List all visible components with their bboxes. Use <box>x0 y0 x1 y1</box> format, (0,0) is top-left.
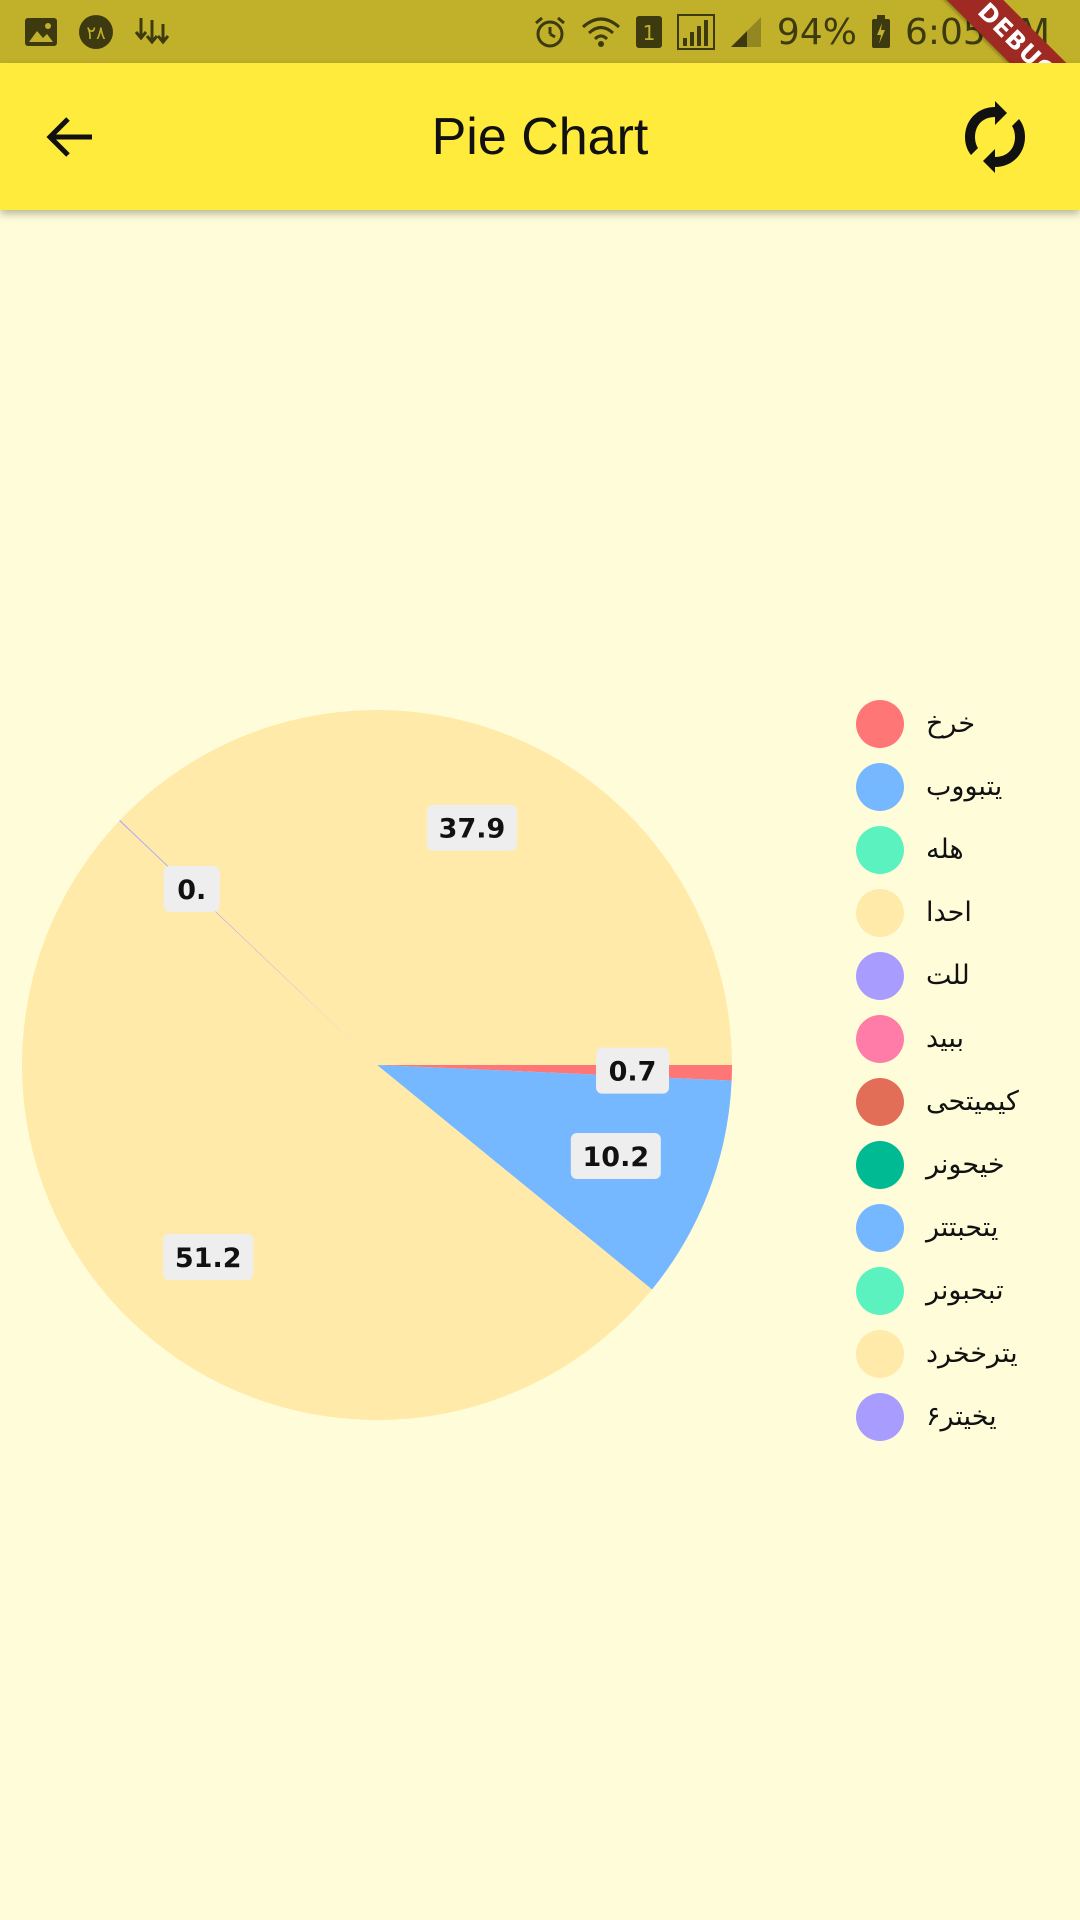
legend-label: کیمیتحی <box>926 1086 1019 1117</box>
battery-percent: 94% <box>776 11 857 53</box>
battery-icon <box>871 15 891 49</box>
refresh-button[interactable] <box>960 101 1030 173</box>
legend-item: یتحبتتر <box>856 1196 1076 1259</box>
legend-label: للت <box>926 960 970 991</box>
legend-item: تبحبونر <box>856 1259 1076 1322</box>
legend-swatch <box>856 1203 904 1252</box>
arrow-back-icon <box>46 117 92 157</box>
legend-label: یخیتر۶ <box>926 1401 997 1432</box>
notification-badge-icon: ٢٨ <box>78 14 114 50</box>
legend-label: تبحبونر <box>926 1275 1004 1306</box>
download-icon <box>134 16 170 48</box>
svg-text:0.7: 0.7 <box>609 1057 657 1088</box>
legend-item: هله <box>856 818 1076 881</box>
legend-item: خرخ <box>856 692 1076 755</box>
alarm-icon <box>533 15 567 49</box>
status-right-icons: 1 94% 6:05 PM <box>533 8 1050 56</box>
legend-label: یتبووب <box>926 771 1003 802</box>
signal-icon <box>676 14 715 50</box>
legend-swatch <box>856 1392 904 1441</box>
svg-text:0.: 0. <box>177 875 206 906</box>
app-bar: Pie Chart <box>0 63 1080 210</box>
legend-item: خیحونر <box>856 1133 1076 1196</box>
legend-label: ببید <box>926 1023 964 1054</box>
badge-text: ٢٨ <box>86 23 106 44</box>
legend-label: احدا <box>926 897 972 928</box>
legend-swatch <box>856 825 904 874</box>
legend-swatch <box>856 1329 904 1378</box>
wifi-icon <box>581 15 621 49</box>
signal-weak-icon <box>729 15 763 49</box>
slice-label-1: 10.2 <box>570 1133 661 1180</box>
refresh-icon <box>965 101 1025 173</box>
legend-swatch <box>856 762 904 811</box>
image-icon <box>24 17 58 47</box>
status-bar: ٢٨ 1 94% 6:05 PM DEBUG <box>0 0 1080 138</box>
pie-chart: 0.7 10.2 51.2 0. 37.9 <box>21 710 733 1421</box>
slice-label-2: 51.2 <box>163 1233 254 1280</box>
legend-label: هله <box>926 834 964 865</box>
svg-text:10.2: 10.2 <box>583 1142 650 1173</box>
legend-swatch <box>856 699 904 748</box>
legend-swatch <box>856 1140 904 1189</box>
legend-item: یتبووب <box>856 755 1076 818</box>
sim-icon: 1 <box>635 15 663 49</box>
legend-item: للت <box>856 944 1076 1007</box>
slice-label-3: 0. <box>163 865 220 912</box>
pie-slice-1 <box>377 1065 732 1290</box>
slice-label-4: 37.9 <box>426 804 517 851</box>
legend-swatch <box>856 1014 904 1063</box>
legend-swatch <box>856 1266 904 1315</box>
back-button[interactable] <box>40 109 100 165</box>
legend-label: یتحبتتر <box>926 1212 999 1243</box>
legend-label: خیحونر <box>926 1149 1005 1180</box>
svg-text:51.2: 51.2 <box>175 1243 242 1274</box>
legend-item: کیمیتحی <box>856 1070 1076 1133</box>
legend-swatch <box>856 1077 904 1126</box>
legend-swatch <box>856 951 904 1000</box>
legend-item: ببید <box>856 1007 1076 1070</box>
svg-text:37.9: 37.9 <box>439 814 506 845</box>
legend-item: یترخخرد <box>856 1322 1076 1385</box>
pie-slice-4 <box>120 710 733 1065</box>
legend-item: یخیتر۶ <box>856 1385 1076 1448</box>
legend-label: یترخخرد <box>926 1338 1018 1369</box>
status-left-icons: ٢٨ <box>24 10 170 54</box>
page-title: Pie Chart <box>431 108 649 166</box>
slice-label-0: 0.7 <box>596 1047 670 1094</box>
legend-label: خرخ <box>926 708 976 739</box>
legend-swatch <box>856 888 904 937</box>
legend-item: احدا <box>856 881 1076 944</box>
sim-badge-text: 1 <box>643 21 656 45</box>
chart-legend: خرخ یتبووب هله احدا للت ببید کیمیتحی خیحونر یتحب… <box>856 692 1076 1448</box>
